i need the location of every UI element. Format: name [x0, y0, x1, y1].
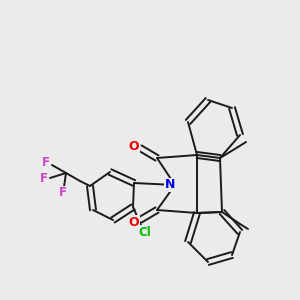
Text: F: F	[59, 187, 67, 200]
Text: F: F	[40, 172, 48, 185]
Text: O: O	[129, 140, 139, 152]
Text: O: O	[129, 215, 139, 229]
Text: F: F	[42, 155, 50, 169]
Text: N: N	[165, 178, 175, 191]
Text: Cl: Cl	[139, 226, 152, 238]
